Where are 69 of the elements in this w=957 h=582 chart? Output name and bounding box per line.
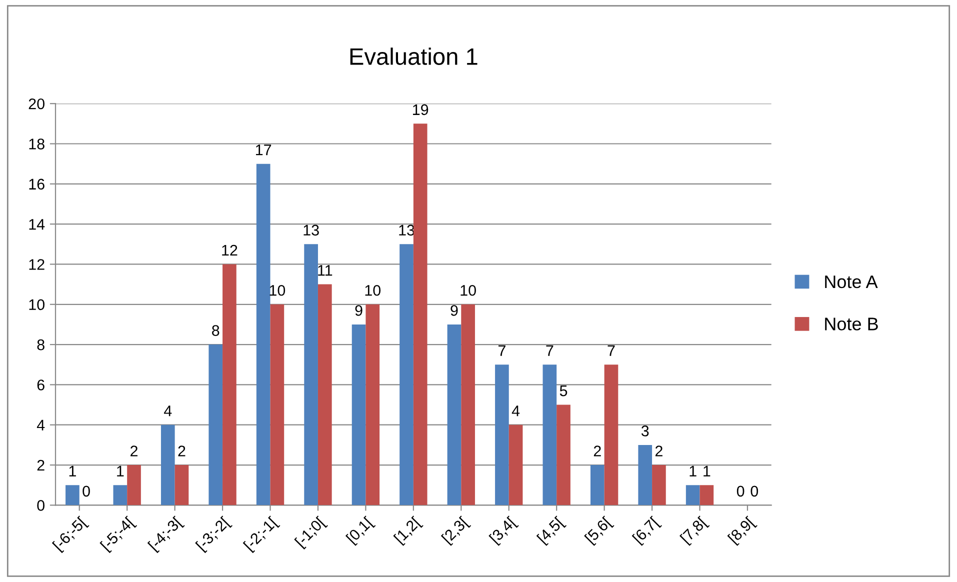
- y-tick-label: 8: [37, 339, 44, 350]
- data-label: 0: [750, 486, 758, 497]
- bar: [127, 465, 141, 506]
- data-label: 9: [355, 305, 362, 316]
- bar: [366, 304, 380, 506]
- data-label: 8: [212, 325, 220, 336]
- data-label: 13: [304, 224, 319, 236]
- bar: [686, 485, 700, 506]
- data-label: 0: [82, 486, 90, 497]
- bar: [652, 465, 666, 506]
- y-tick-label: 12: [29, 259, 44, 270]
- y-tick-label: 2: [37, 460, 44, 471]
- data-label: 5: [560, 386, 568, 396]
- data-label: 19: [413, 104, 428, 116]
- data-label: 4: [512, 406, 520, 416]
- bar: [590, 465, 604, 506]
- data-label: 2: [655, 446, 662, 456]
- data-label: 2: [178, 446, 186, 456]
- bar: [222, 264, 236, 506]
- data-label: 7: [608, 345, 615, 356]
- bar: [604, 364, 618, 506]
- bar: [508, 424, 523, 506]
- y-tick-label: 6: [37, 380, 44, 390]
- data-label: 1: [117, 466, 124, 476]
- y-tick-label: 18: [29, 138, 44, 150]
- bar: [556, 404, 570, 506]
- data-label: 12: [222, 244, 238, 256]
- bar: [495, 364, 509, 506]
- bar: [256, 164, 270, 506]
- y-tick-label: 16: [29, 178, 44, 190]
- bar: [447, 324, 462, 506]
- data-label: 1: [704, 466, 710, 476]
- data-label: 17: [256, 144, 272, 156]
- data-label: 1: [690, 466, 696, 476]
- bar: [318, 284, 332, 506]
- bar: [413, 124, 428, 506]
- y-tick-label: 20: [28, 98, 44, 110]
- y-tick-label: 10: [29, 299, 44, 310]
- data-label: 9: [450, 305, 458, 316]
- data-label: 10: [460, 284, 476, 296]
- y-tick-label: 0: [37, 500, 44, 511]
- data-label: 4: [164, 406, 172, 416]
- bar: [304, 244, 318, 506]
- data-label: 11: [318, 265, 332, 276]
- bar: [638, 444, 652, 506]
- bar: [113, 485, 128, 506]
- bar: [66, 485, 80, 506]
- data-label: 0: [736, 486, 744, 497]
- bar: [174, 465, 189, 506]
- bar: [352, 324, 366, 506]
- y-tick-label: 4: [36, 420, 45, 430]
- data-label: 2: [130, 446, 138, 456]
- data-label: 7: [498, 345, 506, 356]
- y-tick-label: 14: [29, 219, 45, 230]
- data-label: 10: [365, 284, 381, 296]
- bar: [270, 304, 284, 506]
- bar: [700, 485, 714, 506]
- bar: [400, 244, 414, 506]
- bar: [461, 304, 475, 506]
- data-label: 2: [594, 446, 601, 456]
- bar: [208, 344, 223, 506]
- bar: [160, 424, 175, 506]
- legend-label: Note A: [825, 276, 878, 288]
- bar: [542, 364, 557, 506]
- data-label: 3: [641, 426, 649, 436]
- legend-label: Note B: [825, 318, 878, 330]
- data-label: 1: [69, 466, 76, 476]
- data-label: 7: [546, 345, 554, 356]
- chart-title: Evaluation 1: [350, 48, 478, 65]
